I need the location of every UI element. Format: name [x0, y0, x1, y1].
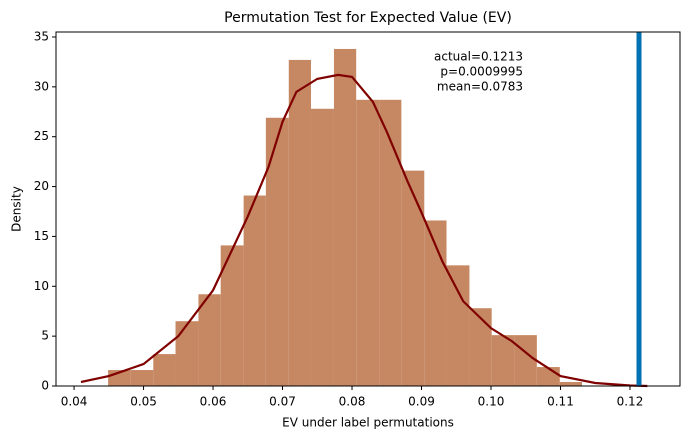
- x-tick-label: 0.05: [130, 395, 157, 409]
- bar: [424, 220, 447, 386]
- kde-line: [80, 73, 648, 388]
- x-tick-label: 0.12: [617, 395, 644, 409]
- x-tick-label: 0.08: [339, 395, 366, 409]
- x-tick-label: 0.06: [200, 395, 227, 409]
- bar: [401, 170, 425, 386]
- y-tick-label: 0: [41, 379, 49, 393]
- annotation: p=0.0009995: [440, 65, 523, 79]
- bar: [175, 321, 199, 386]
- bar: [379, 99, 402, 387]
- y-tick-label: 5: [41, 329, 49, 343]
- y-tick-label: 35: [34, 29, 49, 43]
- bar: [469, 308, 492, 386]
- bar: [288, 59, 312, 386]
- bar: [356, 99, 380, 387]
- bar: [130, 370, 154, 386]
- y-tick-label: 10: [34, 279, 49, 293]
- x-tick-label: 0.07: [269, 395, 296, 409]
- bar: [153, 354, 176, 386]
- y-tick-label: 25: [34, 129, 49, 143]
- plot-frame: [55, 31, 681, 387]
- bar: [311, 108, 334, 387]
- bar: [514, 335, 537, 386]
- bar: [198, 294, 221, 386]
- chart-title: Permutation Test for Expected Value (EV): [224, 10, 512, 26]
- x-tick-label: 0.11: [547, 395, 574, 409]
- bar: [491, 335, 515, 386]
- x-axis-label: EV under label permutations: [282, 416, 454, 430]
- bar: [333, 48, 357, 386]
- y-axis-label: Density: [10, 186, 24, 232]
- bar: [265, 117, 289, 386]
- annotation: actual=0.1213: [434, 50, 523, 64]
- bar: [220, 245, 244, 386]
- y-tick-label: 30: [34, 79, 49, 93]
- x-tick-label: 0.04: [61, 395, 88, 409]
- annotation: mean=0.0783: [437, 80, 523, 94]
- bar: [536, 367, 560, 386]
- y-tick-label: 20: [34, 179, 49, 193]
- bar: [446, 265, 470, 386]
- bar: [559, 382, 583, 386]
- x-tick-label: 0.09: [408, 395, 435, 409]
- y-tick-label: 15: [34, 229, 49, 243]
- x-tick-label: 0.10: [478, 395, 505, 409]
- bar: [243, 195, 266, 386]
